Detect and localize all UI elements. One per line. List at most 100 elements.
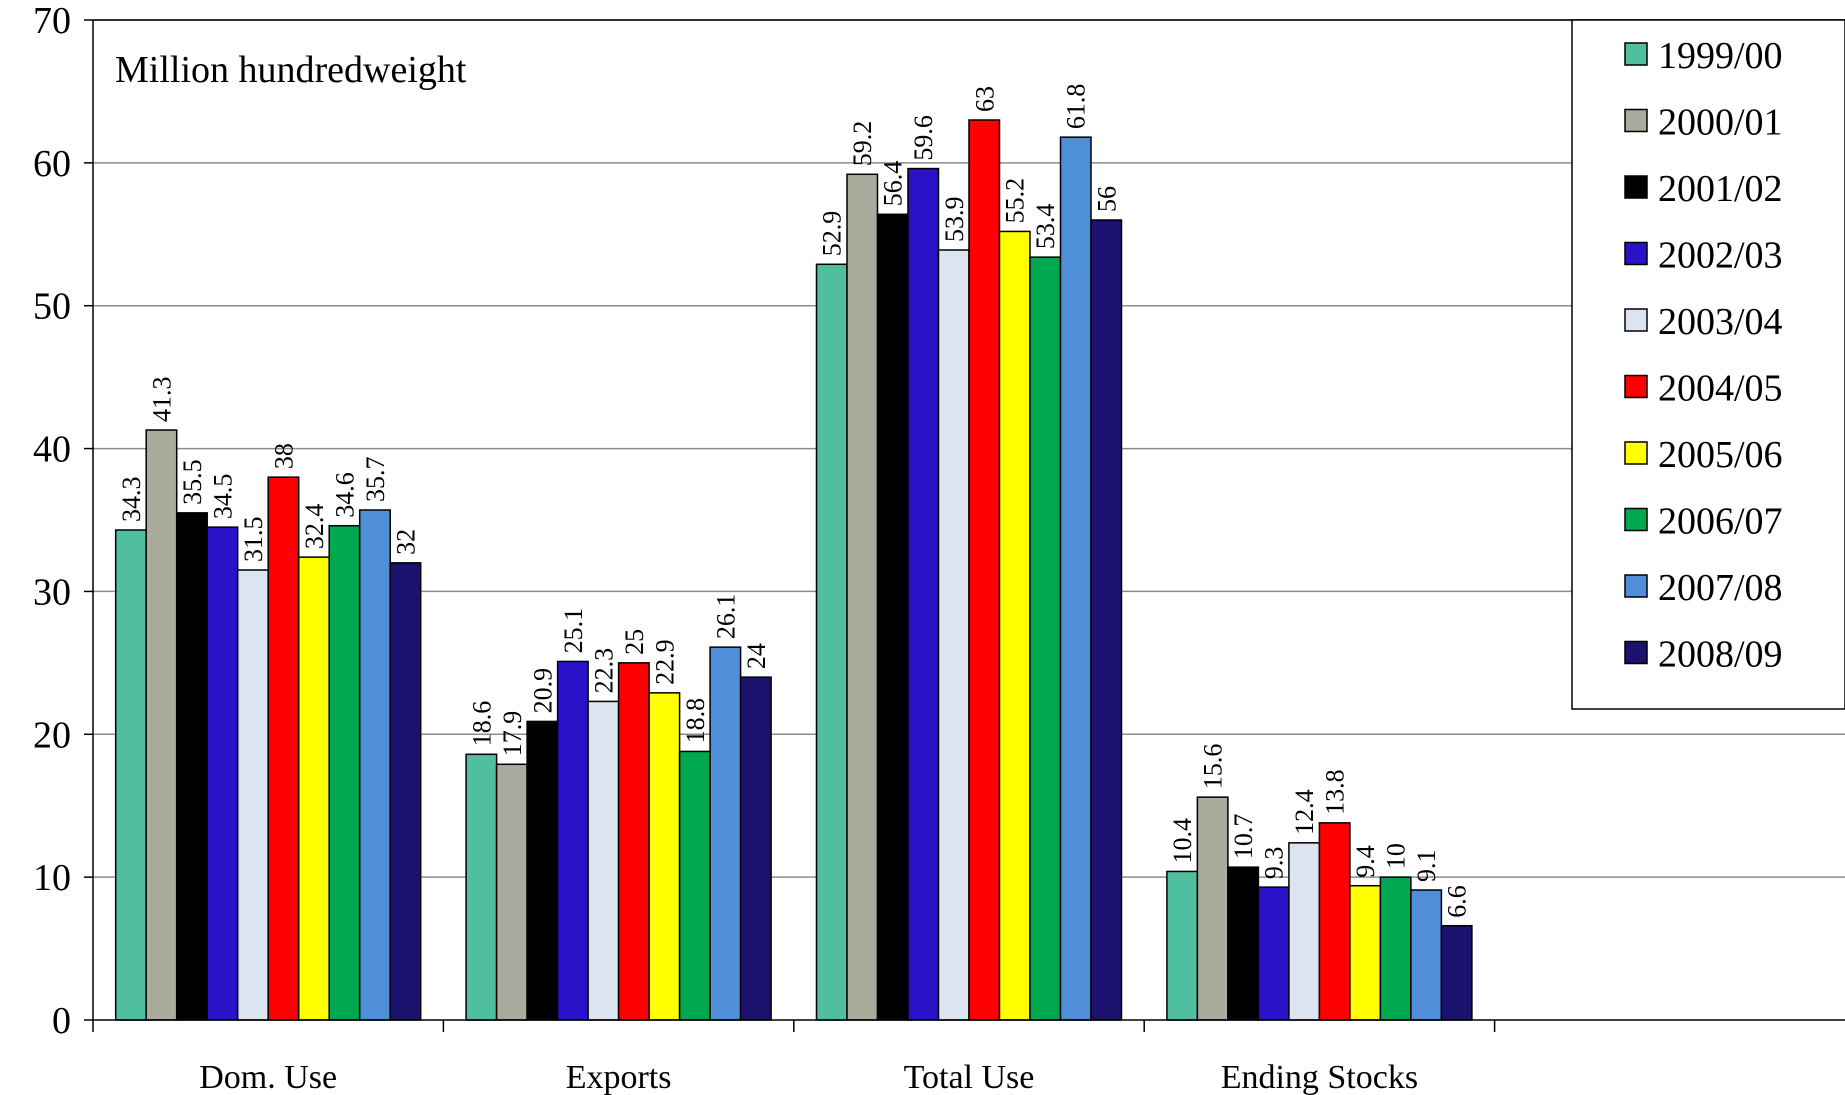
data-label: 10.7	[1229, 814, 1258, 860]
legend-swatch	[1624, 574, 1648, 598]
legend-box	[1571, 19, 1845, 710]
bar	[937, 249, 970, 1021]
data-label: 24	[742, 643, 771, 669]
data-label: 52.9	[818, 211, 847, 257]
bar	[465, 753, 498, 1021]
bar	[328, 524, 361, 1021]
legend-entry-label: 1999/00	[1658, 35, 1783, 77]
y-tick-label: 60	[33, 143, 71, 185]
bar	[175, 512, 208, 1021]
legend-swatch	[1624, 175, 1648, 199]
bar	[358, 509, 391, 1021]
bar	[1196, 796, 1229, 1021]
data-label: 18.6	[467, 701, 496, 746]
data-label: 38	[269, 443, 298, 469]
bar	[998, 230, 1031, 1021]
bar	[907, 167, 940, 1021]
data-label: 15.6	[1199, 744, 1228, 790]
data-label: 32	[391, 529, 420, 555]
bar	[846, 173, 879, 1021]
data-label: 31.5	[239, 517, 268, 563]
data-label: 35.7	[361, 457, 390, 503]
legend-swatch	[1624, 441, 1648, 465]
bar	[145, 429, 178, 1021]
bar	[526, 720, 559, 1021]
y-tick-label: 40	[33, 429, 71, 471]
legend-entry-label: 2005/06	[1658, 434, 1783, 476]
category-label: Ending Stocks	[1221, 1059, 1418, 1095]
data-label: 13.8	[1321, 769, 1350, 815]
legend-entry-label: 2004/05	[1658, 368, 1783, 410]
y-tick-label: 30	[33, 571, 71, 613]
bar	[1318, 822, 1351, 1021]
data-label: 61.8	[1062, 84, 1091, 130]
bar	[587, 700, 620, 1021]
legend-swatch	[1624, 241, 1648, 266]
legend-entry-label: 2000/01	[1658, 102, 1783, 144]
data-label: 17.9	[498, 711, 527, 757]
bar	[206, 526, 239, 1021]
data-label: 41.3	[147, 377, 176, 423]
data-label: 34.6	[330, 472, 359, 518]
data-label: 34.5	[208, 474, 237, 520]
bar	[297, 556, 330, 1021]
data-label: 53.4	[1031, 204, 1060, 250]
bar	[678, 750, 711, 1021]
legend-swatch	[1624, 374, 1648, 399]
legend-entry-label: 2002/03	[1658, 235, 1783, 277]
y-tick-label: 50	[33, 286, 71, 328]
category-label: Total Use	[904, 1059, 1035, 1095]
bar	[1349, 884, 1382, 1021]
bar	[236, 569, 269, 1021]
category-label: Exports	[566, 1059, 672, 1095]
legend-swatch	[1624, 640, 1648, 665]
data-label: 22.3	[589, 648, 618, 694]
bar	[495, 763, 528, 1021]
data-label: 18.8	[681, 698, 710, 744]
data-label: 34.3	[117, 477, 146, 523]
y-tick-label: 0	[52, 1000, 71, 1042]
category-label: Dom. Use	[199, 1059, 337, 1095]
y-tick-label: 10	[33, 857, 71, 899]
bar	[1090, 219, 1123, 1021]
legend-entry-label: 2001/02	[1658, 168, 1783, 210]
legend-entry-label: 2003/04	[1658, 301, 1783, 343]
y-tick-label: 20	[33, 714, 71, 756]
y-tick-label: 70	[33, 0, 71, 42]
bar	[876, 213, 909, 1021]
data-label: 6.6	[1443, 885, 1472, 918]
bar	[648, 692, 681, 1021]
data-label: 32.4	[300, 504, 329, 550]
data-label: 55.2	[1001, 178, 1030, 224]
bar	[1166, 870, 1199, 1021]
bar	[267, 476, 300, 1021]
bar	[617, 662, 650, 1021]
data-label: 25	[620, 629, 649, 655]
bar	[1379, 876, 1412, 1021]
bar	[114, 529, 147, 1021]
data-label: 59.6	[909, 115, 938, 161]
legend-entry-label: 2006/07	[1658, 501, 1783, 543]
bar	[815, 263, 848, 1021]
legend-swatch	[1624, 42, 1648, 66]
y-axis: 0 10 20 30 40 50 60 70	[33, 0, 1845, 1042]
data-label: 9.1	[1412, 850, 1441, 883]
bar	[389, 562, 422, 1021]
data-label: 56	[1092, 186, 1121, 212]
data-label: 9.4	[1351, 845, 1380, 878]
data-label: 9.3	[1260, 847, 1289, 880]
data-label: 20.9	[528, 668, 557, 714]
bar	[556, 660, 589, 1021]
data-label: 10	[1382, 843, 1411, 869]
legend-entry-label: 2007/08	[1658, 567, 1783, 609]
bar	[1440, 924, 1473, 1021]
bar	[1288, 842, 1321, 1021]
data-labels: 34.3 41.3 35.5 34.531.5 38 32.434.6 35.732 18.6…	[117, 84, 1472, 918]
data-label: 35.5	[178, 459, 207, 505]
legend-entry-label: 2008/09	[1658, 634, 1783, 676]
legend-swatch	[1624, 308, 1648, 332]
data-label: 26.1	[711, 594, 740, 640]
bar	[968, 119, 1001, 1021]
bar	[1410, 889, 1443, 1021]
